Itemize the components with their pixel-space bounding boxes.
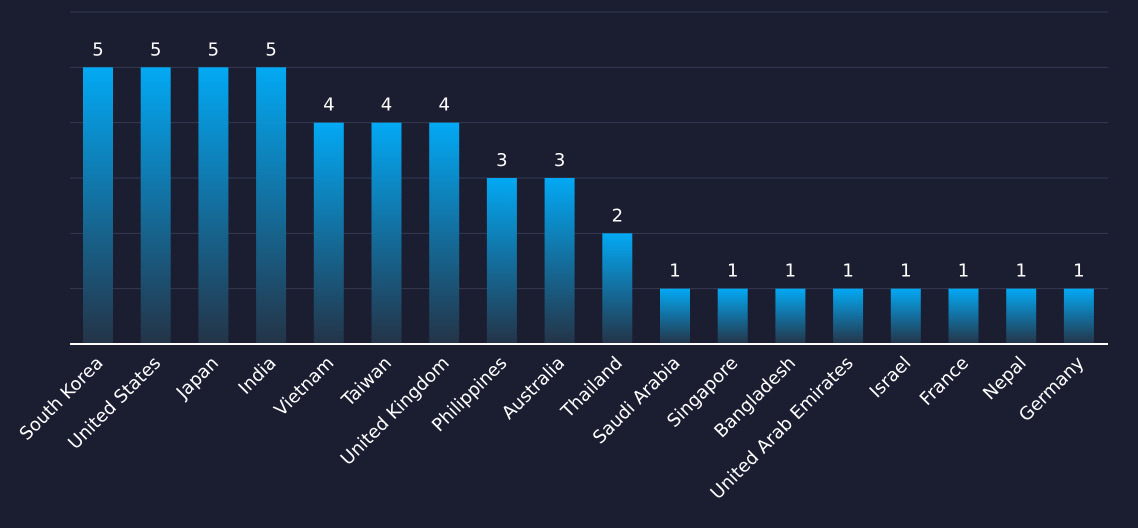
x-tick-label: Israel (866, 353, 916, 403)
data-label: 5 (92, 39, 103, 60)
data-label: 1 (727, 261, 738, 282)
bar (198, 67, 229, 344)
bar (717, 288, 748, 344)
data-label: 4 (323, 95, 334, 116)
x-tick-label: Japan (172, 353, 223, 404)
data-label: 1 (1015, 261, 1026, 282)
data-label: 4 (381, 95, 392, 116)
data-label: 3 (496, 150, 507, 171)
bar (1006, 288, 1037, 344)
x-tick-label: United Kingdom (337, 353, 454, 470)
data-label: 1 (1073, 261, 1084, 282)
bar (1063, 288, 1094, 344)
bar (544, 178, 575, 344)
x-tick-label: France (916, 353, 973, 410)
bar (890, 288, 921, 344)
data-label: 2 (612, 205, 623, 226)
data-label: 1 (785, 261, 796, 282)
data-label: 1 (900, 261, 911, 282)
bar (948, 288, 979, 344)
data-label: 5 (265, 39, 276, 60)
x-tick-label: Nepal (979, 353, 1031, 405)
data-label: 1 (958, 261, 969, 282)
bar (775, 288, 806, 344)
bar (313, 122, 344, 345)
bar (602, 233, 633, 344)
bar (140, 67, 171, 344)
bar (660, 288, 690, 344)
bar (429, 122, 460, 345)
value-labels: 5 5 5 5 4 4 4 3 3 2 1 1 1 1 1 1 1 1 (92, 39, 1084, 281)
x-tick-label: India (235, 353, 281, 399)
data-label: 5 (208, 39, 219, 60)
bar (83, 67, 113, 344)
x-tick-label: Australia (498, 353, 569, 424)
bar (486, 178, 517, 344)
data-label: 1 (669, 261, 680, 282)
data-label: 5 (150, 39, 161, 60)
data-label: 1 (842, 261, 853, 282)
bars (83, 67, 1094, 345)
bar (833, 288, 864, 344)
bar (371, 122, 402, 345)
x-tick-label: Taiwan (337, 353, 396, 412)
gridlines (70, 11, 1108, 290)
data-label: 4 (438, 95, 449, 116)
bar (256, 67, 287, 344)
x-tick-label: Vietnam (270, 353, 338, 421)
data-label: 3 (554, 150, 565, 171)
